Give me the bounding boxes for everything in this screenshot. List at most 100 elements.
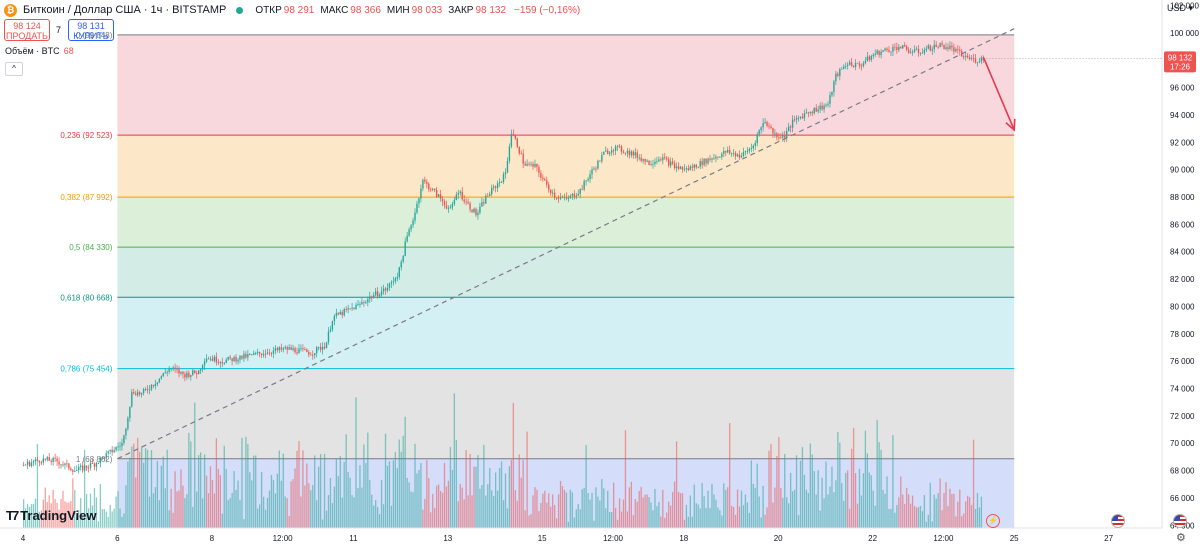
volume-bar xyxy=(947,506,949,528)
volume-bar xyxy=(538,511,540,528)
price-change: −159 (−0,16%) xyxy=(514,4,581,16)
candle-body xyxy=(91,463,94,464)
volume-bar xyxy=(113,508,115,528)
candle-body xyxy=(89,463,92,468)
volume-bar xyxy=(367,432,369,528)
lightning-icon[interactable]: ⚡ xyxy=(986,514,1000,528)
volume-legend[interactable]: Объём · BTC 68 xyxy=(5,46,74,56)
volume-bar xyxy=(215,438,218,528)
volume-bar xyxy=(321,519,324,528)
symbol-header: ₿ Биткоин / Доллар США · 1ч · BITSTAMP О… xyxy=(4,2,580,18)
candle-body xyxy=(528,163,530,165)
volume-bar xyxy=(93,488,96,528)
us-flag-icon[interactable] xyxy=(1111,514,1125,528)
candle-body xyxy=(410,225,412,230)
volume-bar xyxy=(644,494,646,528)
candle-body xyxy=(245,353,247,358)
volume-bar xyxy=(778,437,780,528)
candle-body xyxy=(148,389,151,391)
volume-bar xyxy=(241,437,243,528)
candle-body xyxy=(264,354,267,355)
candle-body xyxy=(386,287,389,291)
volume-value: 68 xyxy=(63,46,74,56)
volume-bar xyxy=(213,493,216,528)
volume-bar xyxy=(662,489,664,528)
candle-body xyxy=(813,107,815,114)
candle-body xyxy=(616,146,619,147)
candle-body xyxy=(612,150,615,152)
candle-body xyxy=(921,52,924,54)
candle-body xyxy=(412,220,414,226)
volume-bar xyxy=(650,502,652,528)
volume-bar xyxy=(30,504,33,528)
volume-bar xyxy=(797,515,800,528)
candle-body xyxy=(923,50,926,53)
candle-body xyxy=(325,342,328,349)
candle-body xyxy=(365,302,367,304)
candle-body xyxy=(683,168,686,170)
us-flag-icon[interactable] xyxy=(1173,514,1187,528)
volume-bar xyxy=(160,465,162,528)
candle-body xyxy=(583,181,585,190)
buy-button[interactable]: 98 131 КУПИТЬ xyxy=(68,19,114,41)
symbol-title[interactable]: Биткоин / Доллар США · 1ч · BITSTAMP xyxy=(23,4,227,16)
candle-body xyxy=(286,347,288,350)
price-tick-label: 78 000 xyxy=(1170,330,1195,339)
volume-bar xyxy=(97,521,100,528)
volume-bar xyxy=(532,495,534,528)
candle-body xyxy=(367,299,369,303)
candle-body xyxy=(451,203,454,208)
candle-body xyxy=(396,277,399,279)
candle-body xyxy=(565,196,568,199)
volume-bar xyxy=(821,477,823,528)
candle-body xyxy=(461,191,463,200)
volume-bar xyxy=(408,482,410,528)
candle-body xyxy=(669,161,672,166)
candle-body xyxy=(705,158,707,164)
candle-body xyxy=(949,45,951,49)
candle-body xyxy=(32,461,35,463)
candle-body xyxy=(831,91,833,95)
volume-bar xyxy=(542,493,544,528)
candle-body xyxy=(280,347,282,350)
volume-bar xyxy=(231,492,233,528)
volume-bar xyxy=(83,449,86,528)
candle-body xyxy=(439,194,442,199)
candle-body xyxy=(530,163,532,165)
sell-button[interactable]: 98 124 ПРОДАТЬ xyxy=(4,19,50,41)
candle-body xyxy=(850,62,853,66)
bitcoin-icon: ₿ xyxy=(4,3,17,17)
volume-bar xyxy=(318,466,320,528)
candle-body xyxy=(426,181,428,184)
candle-body xyxy=(610,150,613,153)
gear-icon[interactable]: ⚙ xyxy=(1176,532,1186,544)
candle-body xyxy=(732,152,735,154)
volume-bar xyxy=(274,493,277,528)
currency-selector[interactable]: USD ▾ xyxy=(1167,3,1194,13)
candle-body xyxy=(593,168,595,170)
candle-body xyxy=(717,156,719,158)
volume-bar xyxy=(24,508,27,528)
collapse-legend-button[interactable]: ^ xyxy=(5,62,23,76)
buy-price: 98 131 xyxy=(77,21,105,31)
candle-body xyxy=(172,367,174,369)
volume-bar xyxy=(731,505,733,528)
volume-bar xyxy=(495,472,497,528)
volume-bar xyxy=(520,477,522,528)
candle-body xyxy=(959,49,961,52)
volume-bar xyxy=(884,493,886,528)
volume-bar xyxy=(68,502,70,528)
volume-bar xyxy=(915,507,918,528)
candle-body xyxy=(514,135,517,139)
candle-body xyxy=(170,368,172,370)
volume-bar xyxy=(308,483,310,528)
candle-body xyxy=(772,128,774,134)
volume-bar xyxy=(168,510,170,528)
volume-bar xyxy=(99,483,101,528)
sell-price: 98 124 xyxy=(13,21,41,31)
volume-bar xyxy=(652,510,654,528)
volume-bar xyxy=(52,489,54,528)
candle-body xyxy=(424,179,426,182)
time-tick-label: 15 xyxy=(538,534,547,543)
